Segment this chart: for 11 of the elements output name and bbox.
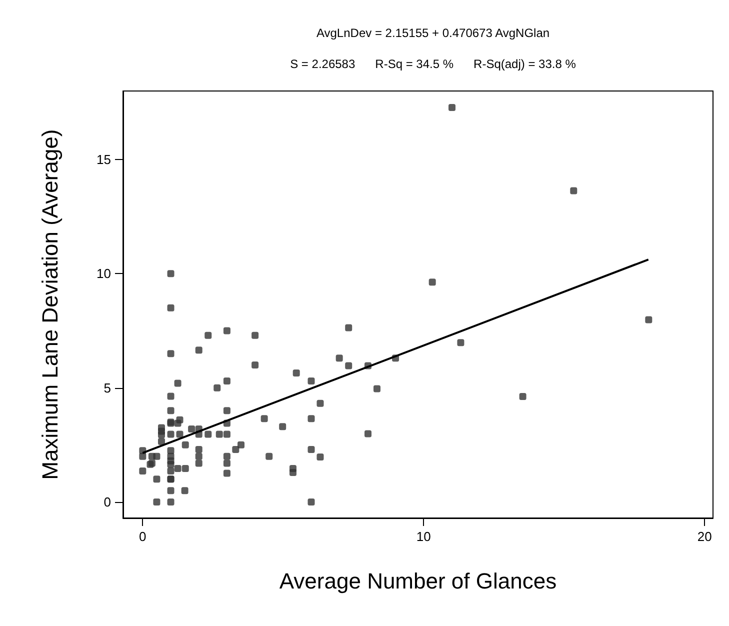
chart-subtitle: S = 2.26583 R-Sq = 34.5 % R-Sq(adj) = 33.8 %: [290, 57, 576, 71]
y-tick-label: 15: [96, 152, 111, 168]
y-tick-label: 5: [104, 380, 111, 396]
y-axis-title: Maximum Lane Deviation (Average): [38, 129, 62, 480]
y-tick-label: 10: [96, 266, 111, 282]
chart-title: AvgLnDev = 2.15155 + 0.470673 AvgNGlan: [316, 26, 550, 40]
x-axis-title: Average Number of Glances: [279, 568, 557, 594]
x-tick-label: 20: [697, 529, 712, 544]
x-tick-label: 0: [139, 529, 146, 544]
y-tick-label: 0: [104, 494, 111, 510]
x-tick-label: 10: [416, 529, 431, 544]
